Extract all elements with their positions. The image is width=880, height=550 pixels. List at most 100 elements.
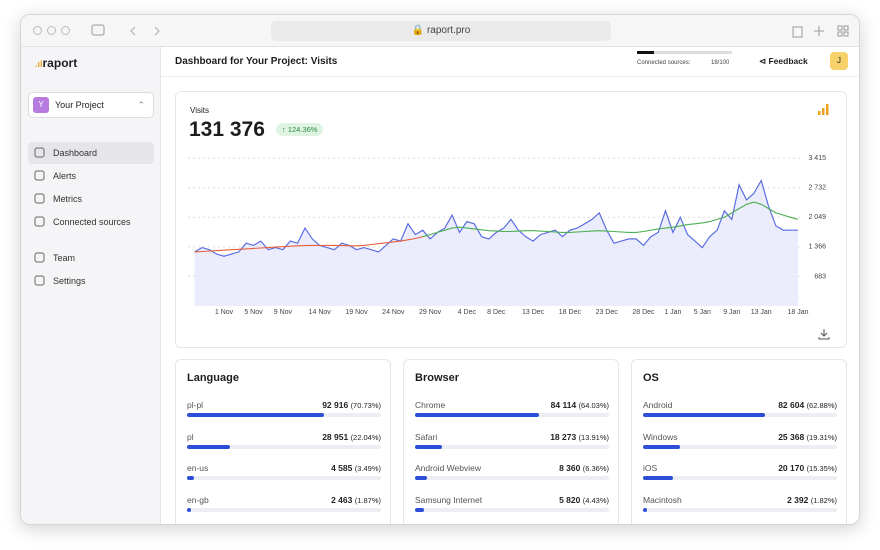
breakdown-row: Android Webview 8 360 (6.36%) (415, 463, 609, 493)
breakdown-row: pl-pl 92 916 (70.73%) (187, 400, 381, 430)
project-selector[interactable]: Y Your Project ⌃ (28, 92, 154, 118)
row-share: (1.82%) (810, 495, 837, 505)
toolbar-icons[interactable] (91, 24, 171, 38)
share-bar (643, 444, 681, 449)
breakdown-row: Windows 25 368 (19.31%) (643, 432, 837, 462)
minimize-button[interactable] (47, 26, 56, 35)
panel-title: OS (643, 372, 659, 384)
feedback-button[interactable]: ⊲ Feedback (759, 56, 808, 66)
share-bar (187, 476, 194, 480)
row-share: (1.87%) (354, 495, 381, 505)
panel-title: Browser (415, 372, 460, 384)
share-bar (643, 413, 765, 417)
nav-item[interactable]: Dashboard (28, 142, 154, 164)
share-bar (187, 413, 325, 417)
row-count: 2 463 (331, 494, 353, 505)
url: raport.pro (426, 25, 471, 36)
row-share: (22.04%) (350, 432, 381, 442)
row-share: (15.35%) (806, 464, 837, 473)
row-share: (19.31%) (806, 432, 837, 442)
row-share: (70.73%) (350, 401, 381, 410)
row-value: 28 951 (22.04%) (322, 432, 381, 442)
nav-item[interactable]: Connected sources (28, 211, 154, 233)
row-name: en-gb (187, 494, 209, 505)
row-name: en-us (187, 463, 209, 473)
close-button[interactable] (33, 26, 42, 35)
row-value: 25 368 (19.31%) (778, 432, 837, 442)
nav-label: Team (53, 253, 76, 263)
row-count: 84 114 (550, 400, 577, 410)
sources-track (637, 51, 732, 54)
row-value: 4 585 (3.49%) (331, 463, 381, 473)
zoom-button[interactable] (61, 26, 70, 35)
row-value: 5 820 (4.43%) (559, 495, 609, 505)
row-name: Macintosh (643, 494, 682, 505)
share-bar (415, 444, 442, 449)
share-track (643, 413, 837, 417)
change-badge: ↑ 124.36% (276, 123, 324, 136)
share-track (643, 476, 837, 480)
nav-item[interactable]: Settings (28, 270, 154, 292)
share-bar (643, 507, 647, 512)
breakdown-row: Android 82 604 (62.88%) (643, 400, 837, 430)
row-count: 25 368 (778, 431, 805, 442)
row-value: 8 360 (6.36%) (559, 463, 609, 473)
row-count: 20 170 (778, 463, 805, 473)
brand[interactable]: .ılraport (35, 56, 78, 70)
sources-label: Connected sources: (637, 60, 691, 66)
visits-card: Visits 131 376 ↑ 124.36% (175, 91, 847, 348)
breakdown-card: Language pl-pl 92 916 (70.73%) pl 28 951 (22… (175, 359, 391, 524)
row-count: 4 585 (331, 463, 353, 473)
row-share: (6.36%) (582, 464, 609, 473)
row-value: 2 392 (1.82%) (787, 495, 837, 505)
row-name: Windows (643, 431, 678, 442)
breakdown-row: Chrome 84 114 (64.03%) (415, 400, 609, 430)
share-track (187, 413, 381, 417)
page-title: Dashboard for Your Project: Visits (175, 56, 338, 67)
row-share: (13.91%) (578, 432, 609, 442)
title-bar: 🔒 raport.pro (21, 15, 859, 47)
breakdown-row: pl 28 951 (22.04%) (187, 432, 381, 462)
row-name: Samsung Internet (415, 494, 483, 505)
brand-name: raport (42, 56, 78, 70)
sidebar: .ılraport Y Your Project ⌃ Dashboard Alerts… (21, 47, 161, 524)
share-bar (415, 476, 428, 480)
row-name: Safari (415, 431, 438, 442)
nav-item[interactable]: Metrics (28, 188, 154, 210)
row-value: 92 916 (70.73%) (322, 400, 381, 410)
breakdown-row: Safari 18 273 (13.91%) (415, 432, 609, 462)
project-avatar: Y (33, 97, 49, 113)
row-count: 2 392 (787, 494, 809, 505)
row-value: 82 604 (62.88%) (778, 400, 837, 410)
share-track (415, 507, 609, 512)
row-count: 92 916 (322, 400, 349, 410)
nav-item[interactable]: Team (28, 247, 154, 269)
panel-title: Language (187, 372, 239, 384)
breakdown-row: Samsung Internet 5 820 (4.43%) (415, 495, 609, 525)
share-bar (415, 413, 540, 417)
breakdown-row: en-us 4 585 (3.49%) (187, 463, 381, 493)
share-bar (187, 507, 191, 512)
feedback-label: Feedback (768, 56, 808, 66)
chart-type-icon[interactable] (817, 102, 831, 116)
nav-label: Dashboard (53, 148, 98, 158)
download-icon[interactable] (818, 328, 830, 340)
row-value: 20 170 (15.35%) (778, 463, 837, 473)
user-avatar[interactable]: J (830, 52, 848, 70)
nav-label: Metrics (53, 194, 82, 204)
address-bar[interactable]: 🔒 raport.pro (271, 21, 611, 41)
breakdown-row: iOS 20 170 (15.35%) (643, 463, 837, 493)
toolbar-icons-right[interactable] (791, 24, 855, 38)
share-track (415, 413, 609, 417)
row-share: (3.49%) (354, 464, 381, 473)
row-name: Android Webview (415, 463, 481, 473)
row-name: iOS (643, 463, 658, 473)
share-bar (187, 444, 230, 449)
share-bar (415, 507, 424, 512)
change-value: 124.36% (287, 125, 318, 134)
share-bar (643, 476, 673, 480)
row-name: Chrome (415, 400, 446, 410)
nav-item[interactable]: Alerts (28, 165, 154, 187)
share-track (415, 476, 609, 480)
